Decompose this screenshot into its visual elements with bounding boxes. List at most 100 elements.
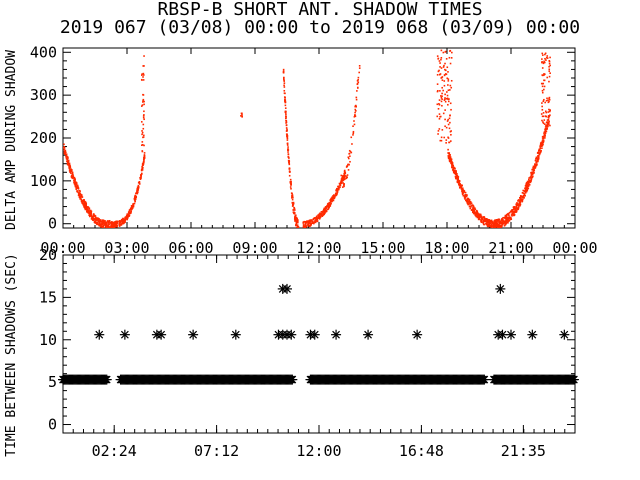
top-point bbox=[72, 177, 74, 180]
top-point bbox=[533, 171, 535, 174]
top-point bbox=[499, 224, 502, 227]
top-point bbox=[141, 131, 144, 134]
top-point bbox=[291, 205, 294, 207]
top-point bbox=[101, 226, 104, 228]
top-point bbox=[472, 206, 474, 209]
top-point bbox=[126, 216, 129, 219]
top-point bbox=[98, 221, 101, 224]
top-point bbox=[302, 224, 305, 227]
top-point bbox=[343, 176, 346, 178]
top-point bbox=[327, 202, 330, 205]
top-point bbox=[137, 184, 140, 187]
top-point bbox=[352, 132, 355, 135]
top-point bbox=[319, 217, 321, 219]
top-point bbox=[439, 66, 441, 68]
top-point bbox=[356, 86, 359, 89]
top-point bbox=[448, 98, 450, 100]
top-point bbox=[102, 221, 104, 223]
top-point bbox=[543, 85, 546, 88]
bottom-y-tick-label: 10 bbox=[39, 331, 57, 349]
top-point bbox=[483, 216, 486, 219]
top-point bbox=[548, 75, 551, 78]
top-point bbox=[441, 79, 444, 81]
top-point bbox=[85, 205, 87, 207]
top-point bbox=[438, 102, 440, 105]
top-point bbox=[444, 98, 446, 101]
top-point bbox=[290, 184, 292, 186]
top-point bbox=[347, 169, 350, 171]
top-point bbox=[142, 101, 144, 103]
top-point bbox=[439, 73, 442, 75]
top-point bbox=[548, 100, 550, 103]
top-point bbox=[137, 188, 140, 191]
top-point bbox=[340, 181, 343, 184]
top-point bbox=[547, 125, 549, 128]
top-point bbox=[472, 211, 474, 213]
top-point bbox=[526, 188, 528, 191]
top-point bbox=[350, 151, 353, 154]
top-point bbox=[286, 128, 288, 131]
top-point bbox=[64, 151, 66, 154]
top-point bbox=[131, 205, 134, 208]
top-point bbox=[531, 176, 533, 179]
top-point bbox=[444, 62, 446, 65]
top-point bbox=[326, 208, 329, 211]
top-point bbox=[104, 224, 107, 227]
top-point bbox=[124, 216, 127, 218]
top-point bbox=[455, 170, 457, 172]
bottom-x-tick-label: 07:12 bbox=[194, 442, 239, 460]
top-point bbox=[541, 52, 544, 55]
top-point bbox=[339, 186, 341, 189]
top-point bbox=[127, 211, 130, 214]
top-point bbox=[241, 116, 243, 118]
top-point bbox=[441, 98, 443, 101]
top-point bbox=[136, 190, 138, 193]
top-x-tick-label: 21:00 bbox=[488, 239, 533, 257]
top-point bbox=[452, 166, 455, 169]
top-point bbox=[336, 191, 339, 193]
top-point bbox=[294, 217, 296, 219]
top-point bbox=[336, 192, 338, 194]
top-point bbox=[352, 125, 354, 128]
top-point bbox=[286, 144, 289, 146]
top-point bbox=[81, 201, 84, 203]
top-point bbox=[140, 144, 143, 147]
top-point bbox=[476, 216, 479, 219]
top-point bbox=[541, 119, 543, 122]
top-point bbox=[354, 114, 356, 116]
top-point bbox=[72, 176, 75, 178]
top-point bbox=[66, 162, 69, 165]
top-point bbox=[141, 130, 143, 132]
top-point bbox=[449, 140, 452, 142]
top-point bbox=[449, 49, 452, 52]
top-point bbox=[522, 192, 525, 195]
top-point bbox=[547, 118, 550, 121]
bottom-y-tick-label: 0 bbox=[48, 416, 57, 434]
top-point bbox=[540, 149, 542, 152]
top-point bbox=[528, 178, 530, 181]
top-point bbox=[541, 61, 543, 63]
bottom-star bbox=[188, 329, 199, 340]
top-point bbox=[526, 184, 529, 187]
top-point bbox=[283, 79, 285, 82]
top-point bbox=[444, 97, 446, 99]
top-point bbox=[463, 190, 466, 192]
top-point bbox=[64, 153, 66, 155]
top-point bbox=[72, 175, 75, 177]
top-point bbox=[534, 164, 537, 166]
top-point bbox=[488, 224, 491, 227]
top-point bbox=[141, 143, 144, 146]
top-point bbox=[483, 223, 485, 226]
top-point bbox=[546, 76, 549, 79]
top-point bbox=[103, 221, 106, 223]
top-panel: 00:00 03:00 06:00 09:00 12:00 15:00 18:00 21:00… bbox=[30, 43, 598, 257]
top-point bbox=[542, 100, 545, 103]
top-point bbox=[534, 165, 537, 168]
top-point bbox=[333, 194, 335, 197]
top-point bbox=[354, 111, 356, 114]
top-point bbox=[508, 217, 510, 220]
top-point bbox=[466, 200, 469, 202]
star-stroke bbox=[231, 330, 240, 339]
